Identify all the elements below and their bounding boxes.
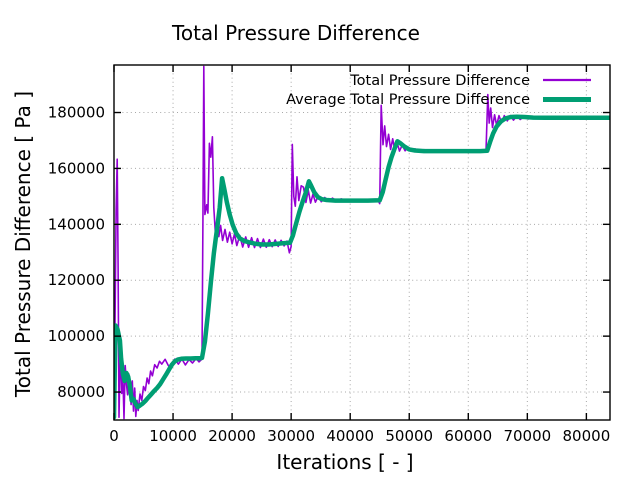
legend-label-total-pressure: Total Pressure Difference	[349, 73, 530, 89]
x-tick-label: 80000	[563, 427, 611, 445]
x-tick-label: 60000	[444, 427, 492, 445]
y-tick-label: 100000	[48, 327, 105, 345]
chart-title: Total Pressure Difference	[171, 21, 420, 45]
y-tick-label: 140000	[48, 215, 105, 233]
x-tick-label: 70000	[503, 427, 551, 445]
data-series	[114, 65, 610, 420]
x-axis-label: Iterations [ - ]	[276, 450, 413, 474]
x-tick-label: 10000	[149, 427, 197, 445]
x-tick-label: 50000	[385, 427, 433, 445]
x-tick-label: 40000	[326, 427, 374, 445]
legend: Total Pressure Difference Average Total …	[286, 73, 591, 108]
y-axis-label: Total Pressure Difference [ Pa ]	[11, 91, 35, 398]
x-tick-label: 20000	[208, 427, 256, 445]
series-line-average-total-pressure	[114, 114, 610, 420]
legend-label-average-total-pressure: Average Total Pressure Difference	[286, 92, 530, 108]
plot-border	[113, 64, 611, 421]
y-tick-label: 180000	[48, 104, 105, 122]
y-tick-labels: 80000 100000 120000 140000 160000 180000	[48, 104, 105, 402]
y-tick-label: 80000	[57, 383, 105, 401]
y-tick-label: 120000	[48, 271, 105, 289]
x-tick-label: 30000	[267, 427, 315, 445]
axis-ticks	[113, 65, 610, 420]
y-tick-label: 160000	[48, 159, 105, 177]
gridlines	[113, 65, 610, 420]
x-tick-labels: 0 10000 20000 30000 40000 50000 60000 70000 8000…	[109, 427, 610, 445]
x-tick-label: 0	[109, 427, 119, 445]
